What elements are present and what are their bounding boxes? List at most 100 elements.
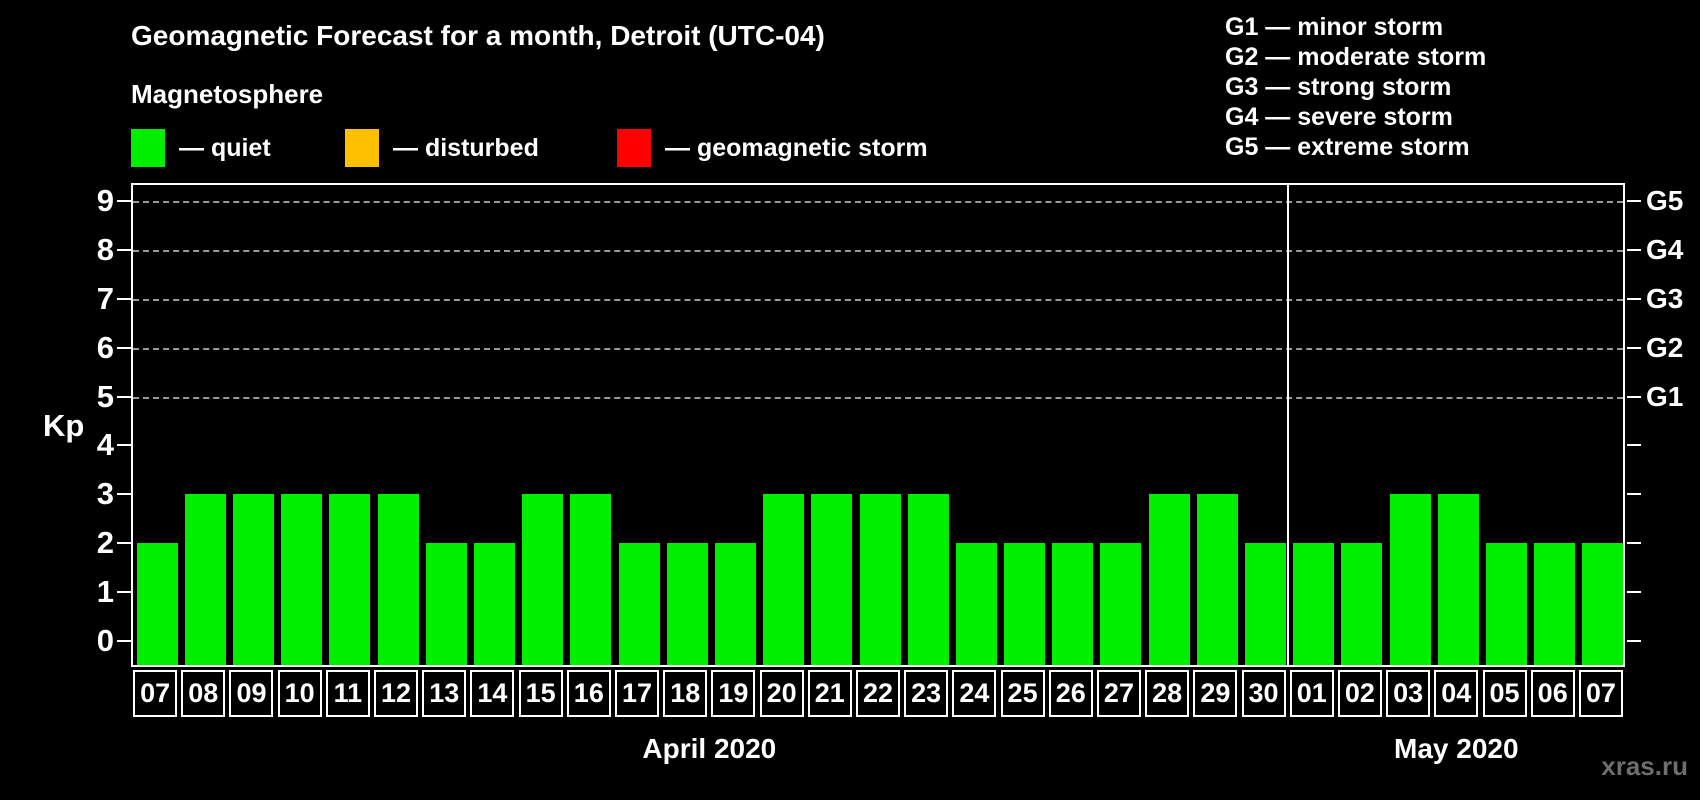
right-axis-label-G5: G5 [1646,184,1684,216]
ytick-mark-right-0 [1627,640,1641,642]
day-cell-24: 01 [1289,670,1334,717]
day-cell-28: 05 [1482,670,1527,717]
ytick-mark-left-4 [117,444,131,447]
ytick-mark-left-1 [117,591,131,594]
month-separator-line [1286,185,1289,665]
day-cell-27: 04 [1434,670,1479,717]
plot-area [131,183,1625,667]
day-cell-16: 23 [904,670,949,717]
ytick-label-3: 3 [96,476,114,512]
right-axis-label-G2: G2 [1646,331,1684,363]
ytick-label-1: 1 [96,574,114,610]
day-cell-10: 17 [615,670,660,717]
bar-day-05 [1486,543,1528,665]
bar-day-23 [907,494,949,665]
gridline-kp8 [133,249,1623,252]
bar-day-20 [763,494,805,665]
bar-day-11 [329,494,371,665]
day-cell-22: 29 [1193,670,1238,717]
bar-day-03 [1389,494,1431,665]
bar-day-25 [1004,543,1046,665]
day-cell-1: 08 [181,670,226,717]
bar-day-22 [859,494,901,665]
g-scale-legend: G1 — minor storm G2 — moderate storm G3 — … [1225,12,1486,162]
ytick-mark-left-7 [117,297,131,300]
ytick-label-4: 4 [96,427,114,463]
ytick-mark-left-6 [117,346,131,349]
ytick-label-6: 6 [96,329,114,365]
ytick-mark-right-5 [1627,395,1641,398]
bar-day-29 [1196,494,1238,665]
g-legend-line-4: G4 — severe storm [1225,103,1453,131]
day-cell-12: 19 [711,670,756,717]
legend-label-quiet: — quiet [179,133,271,162]
disturbed-swatch-icon [345,129,379,167]
day-cell-23: 30 [1241,670,1286,717]
day-cell-2: 09 [229,670,274,717]
legend-item-disturbed: — disturbed [345,128,539,168]
ytick-mark-left-3 [117,493,131,496]
day-cell-8: 15 [518,670,563,717]
bar-day-28 [1148,494,1190,665]
bar-day-08 [184,494,226,665]
gridline-kp9 [133,200,1623,203]
gridline-kp7 [133,298,1623,301]
g-legend-line-5: G5 — extreme storm [1225,133,1470,161]
day-cell-18: 25 [1000,670,1045,717]
bar-day-12 [377,494,419,665]
bar-day-10 [281,494,323,665]
ytick-mark-right-2 [1627,542,1641,545]
bar-day-16 [570,494,612,665]
bar-day-04 [1437,494,1479,665]
bar-day-13 [425,543,467,665]
day-cell-30: 07 [1578,670,1623,717]
ytick-mark-left-2 [117,542,131,545]
bar-day-17 [618,543,660,665]
bar-day-01 [1293,543,1335,665]
g-legend-line-1: G1 — minor storm [1225,13,1444,41]
bar-day-14 [473,543,515,665]
ytick-label-0: 0 [96,623,114,658]
bar-day-09 [232,494,274,665]
g-legend-line-2: G2 — moderate storm [1225,43,1487,71]
ytick-mark-left-5 [117,395,131,398]
month-label-april: April 2020 [642,733,777,764]
day-cell-13: 20 [759,670,804,717]
ytick-mark-left-0 [117,640,131,642]
day-cell-0: 07 [133,670,178,717]
ytick-label-2: 2 [96,525,114,561]
legend-label-disturbed: — disturbed [393,133,539,162]
day-cell-11: 18 [663,670,708,717]
day-cell-20: 27 [1096,670,1141,717]
ytick-mark-right-3 [1627,493,1641,496]
ytick-mark-right-8 [1627,248,1641,251]
bar-day-27 [1100,543,1142,665]
g-legend-line-3: G3 — strong storm [1225,73,1452,101]
bar-day-06 [1534,543,1576,665]
ytick-mark-right-6 [1627,346,1641,349]
day-cell-21: 28 [1145,670,1190,717]
day-cell-4: 11 [325,670,370,717]
bar-day-21 [811,494,853,665]
storm-swatch-icon [617,129,651,167]
day-cell-15: 22 [856,670,900,717]
ytick-mark-left-9 [117,199,131,202]
day-cell-5: 12 [374,670,419,717]
month-label-may: May 2020 [1394,733,1519,764]
day-cell-3: 10 [277,670,322,717]
bar-day-15 [522,494,564,665]
ytick-label-8: 8 [96,231,114,267]
watermark: xras.ru [1601,751,1688,781]
bar-day-07 [136,543,178,665]
day-cell-25: 02 [1337,670,1382,717]
legend-item-quiet: — quiet [131,128,271,168]
ytick-mark-left-8 [117,248,131,251]
gridline-kp6 [133,347,1623,350]
right-axis-label-G4: G4 [1646,233,1684,265]
bar-day-02 [1341,543,1383,665]
bar-day-07 [1582,543,1624,665]
legend-item-storm: — geomagnetic storm [617,128,928,168]
right-axis-label-G3: G3 [1646,282,1684,314]
day-cell-7: 14 [470,670,515,717]
ytick-label-7: 7 [96,280,114,316]
